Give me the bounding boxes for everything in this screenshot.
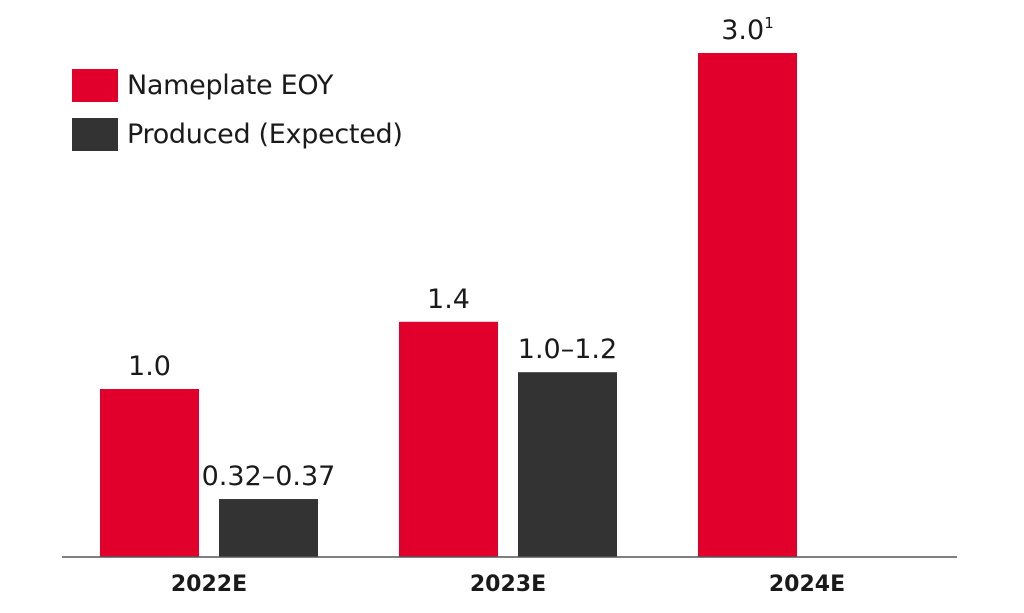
x-tick-label-2023e: 2023E xyxy=(470,572,546,597)
bar-2022e-nameplate xyxy=(100,389,199,557)
x-tick-label-2022e: 2022E xyxy=(171,572,247,597)
value-label-2022e-nameplate: 1.0 xyxy=(128,351,171,382)
bar-2022e-produced xyxy=(219,499,318,557)
legend-item-nameplate: Nameplate EOY xyxy=(72,66,403,104)
value-label-2022e-produced: 0.32–0.37 xyxy=(202,461,336,492)
bar-2023e-produced xyxy=(518,372,617,557)
legend-swatch-produced xyxy=(72,117,118,151)
legend-swatch-nameplate xyxy=(72,68,118,102)
legend: Nameplate EOY Produced (Expected) xyxy=(72,66,403,164)
x-tick-label-2024e: 2024E xyxy=(769,572,845,597)
legend-label-nameplate: Nameplate EOY xyxy=(127,69,334,101)
value-labels-layer: 1.0 0.32–0.37 1.4 1.0–1.2 3.01 xyxy=(128,14,774,492)
value-label-2024e-nameplate: 3.01 xyxy=(721,14,774,46)
legend-item-produced: Produced (Expected) xyxy=(72,115,403,153)
value-label-2023e-nameplate: 1.4 xyxy=(427,284,470,315)
bars-layer xyxy=(100,53,797,557)
bar-2023e-nameplate xyxy=(399,321,498,557)
bar-2024e-nameplate xyxy=(698,53,797,557)
footnote-marker: 1 xyxy=(764,14,774,32)
value-label-2023e-produced: 1.0–1.2 xyxy=(518,334,617,365)
legend-label-produced: Produced (Expected) xyxy=(127,118,403,150)
x-tick-labels-layer: 2022E 2023E 2024E xyxy=(171,572,845,597)
